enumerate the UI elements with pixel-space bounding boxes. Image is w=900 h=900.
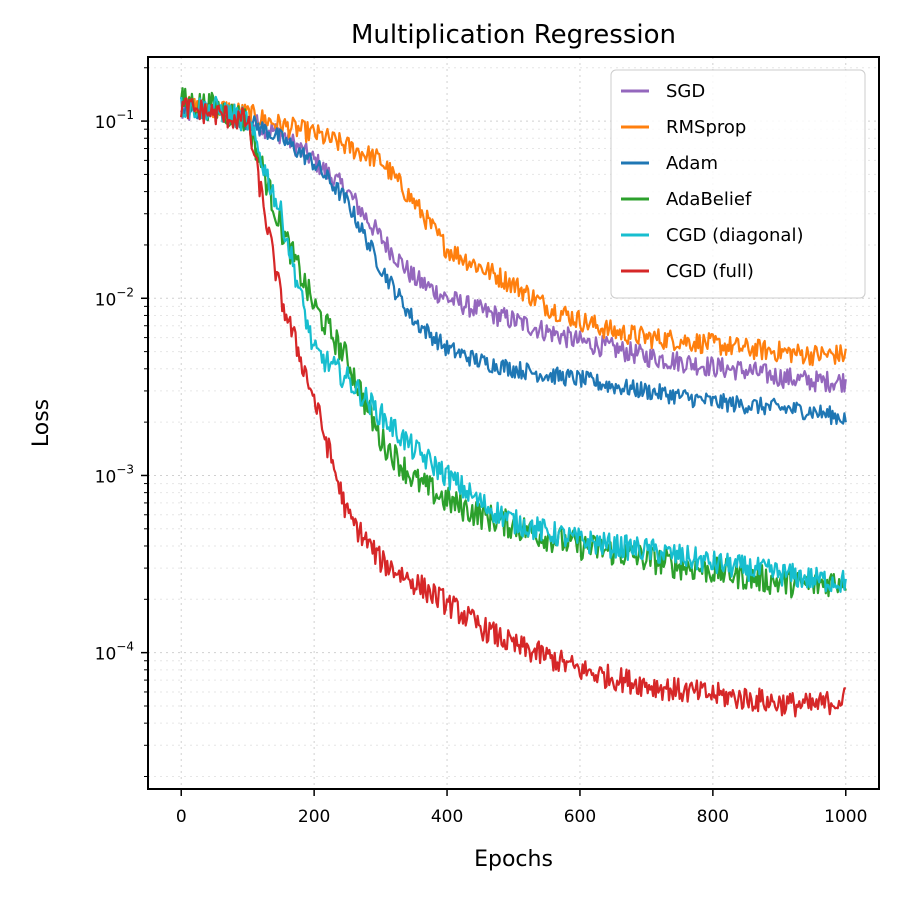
x-tick-label: 0	[176, 807, 187, 827]
legend: SGD RMSprop Adam AdaBelief CGD (diagonal) CGD…	[610, 69, 866, 299]
y-tick-exponent: −4	[116, 640, 134, 654]
y-tick-exponent: −1	[116, 108, 134, 122]
y-tick-base: 10	[95, 467, 117, 487]
y-tick-base: 10	[95, 113, 117, 133]
x-axis-label: Epochs	[474, 847, 553, 872]
y-tick-exponent: −3	[116, 462, 134, 476]
series-line-cgd-diagonal	[180, 95, 847, 593]
x-tick-label: 200	[298, 807, 330, 827]
legend-label: SGD	[666, 81, 705, 102]
y-axis-label: Loss	[29, 399, 54, 447]
x-tick-label: 600	[564, 807, 596, 827]
series-line-rmsprop	[180, 95, 847, 367]
y-tick-base: 10	[95, 645, 117, 665]
x-tick-label: 800	[697, 807, 729, 827]
y-tick-exponent: −2	[116, 285, 134, 299]
chart-title: Multiplication Regression	[351, 20, 676, 50]
legend-label: CGD (diagonal)	[666, 225, 803, 246]
legend-label: Adam	[666, 153, 718, 174]
y-tick-label: 10−3	[95, 462, 134, 487]
legend-label: CGD (full)	[666, 261, 754, 282]
y-tick-label: 10−4	[95, 640, 134, 665]
legend-box	[610, 69, 866, 299]
legend-label: RMSprop	[666, 117, 746, 138]
plot-frame	[147, 56, 880, 790]
series-line-sgd	[180, 100, 847, 393]
y-tick-label: 10−2	[95, 285, 134, 310]
x-tick-label: 400	[431, 807, 463, 827]
series-line-cgd-full	[180, 97, 846, 718]
x-tick-label: 1000	[824, 807, 867, 827]
series-line-adam	[181, 103, 847, 426]
series-layer	[180, 87, 847, 718]
y-tick-base: 10	[95, 290, 117, 310]
y-tick-label: 10−1	[95, 108, 134, 133]
legend-label: AdaBelief	[666, 189, 752, 210]
